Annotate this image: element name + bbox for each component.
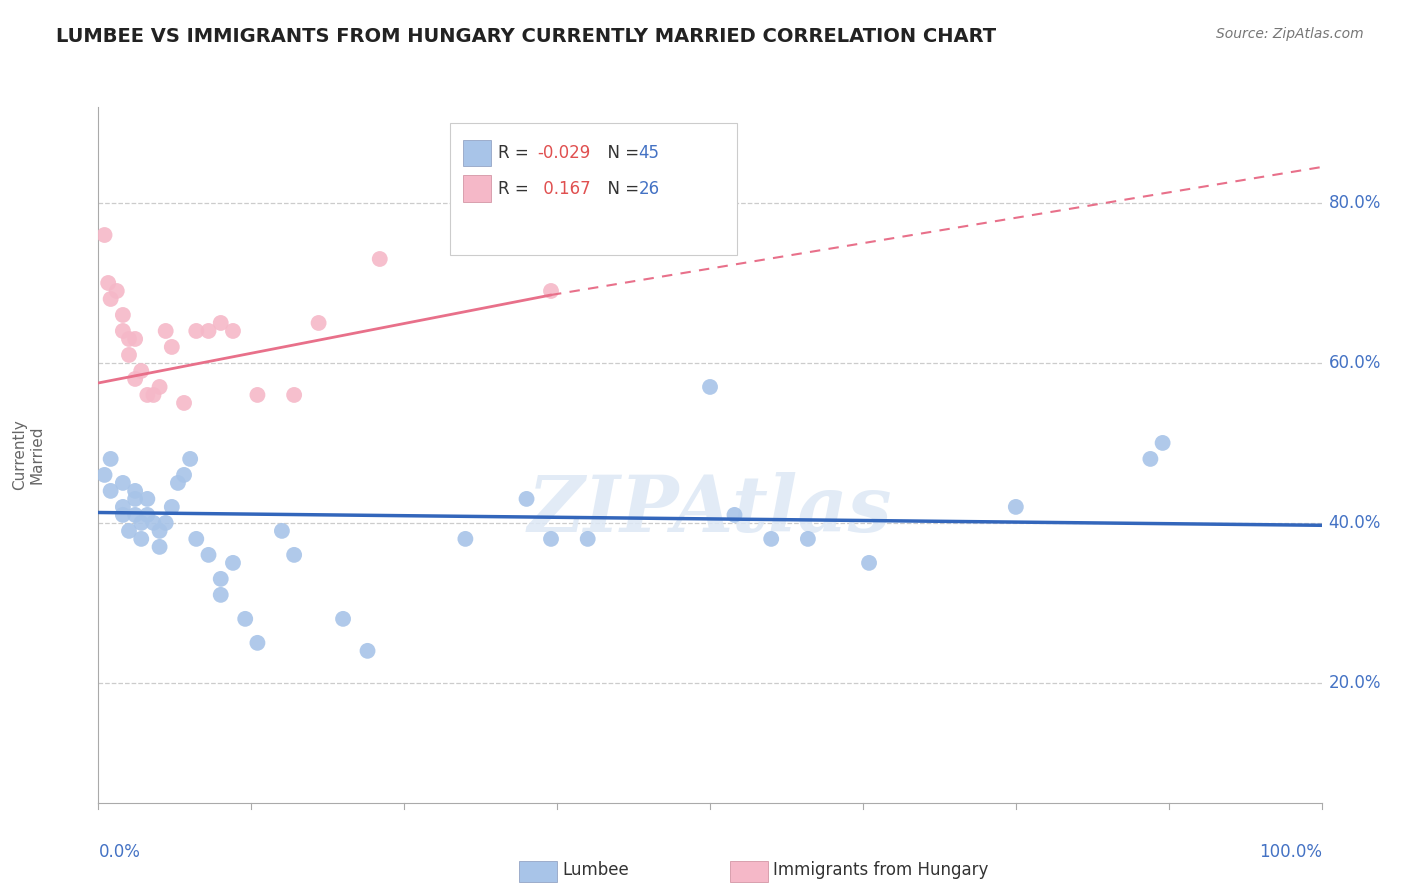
Point <box>136 388 159 402</box>
Point <box>149 380 172 394</box>
Point <box>118 348 141 362</box>
Point <box>283 388 305 402</box>
Point <box>332 612 354 626</box>
Point <box>124 508 146 522</box>
Point <box>129 516 152 530</box>
Point <box>246 636 269 650</box>
Point <box>858 556 880 570</box>
Point <box>233 612 256 626</box>
Point <box>1004 500 1026 514</box>
Point <box>100 451 122 466</box>
Text: 60.0%: 60.0% <box>1329 354 1381 372</box>
Point <box>356 644 378 658</box>
Point <box>173 467 195 482</box>
Point <box>540 532 562 546</box>
Point <box>797 532 820 546</box>
Text: Source: ZipAtlas.com: Source: ZipAtlas.com <box>1216 27 1364 41</box>
Point <box>222 324 245 338</box>
Point <box>515 491 537 506</box>
Point <box>124 491 146 506</box>
Point <box>155 324 177 338</box>
Point <box>454 532 477 546</box>
Point <box>723 508 745 522</box>
Text: -0.029: -0.029 <box>537 144 591 162</box>
Point <box>167 475 190 490</box>
Point <box>136 491 159 506</box>
Point <box>308 316 330 330</box>
Point <box>100 483 122 498</box>
Point <box>283 548 305 562</box>
Point <box>118 332 141 346</box>
Point <box>118 524 141 538</box>
Point <box>142 388 165 402</box>
Point <box>160 340 183 354</box>
Text: 0.0%: 0.0% <box>98 843 141 861</box>
Point <box>368 252 391 266</box>
Point <box>111 508 134 522</box>
Point <box>129 364 152 378</box>
Text: 45: 45 <box>638 144 659 162</box>
Point <box>186 532 208 546</box>
Text: 20.0%: 20.0% <box>1329 673 1381 692</box>
Point <box>111 475 134 490</box>
Point <box>124 372 146 386</box>
Point <box>97 276 120 290</box>
Point <box>699 380 721 394</box>
Point <box>100 292 122 306</box>
Point <box>149 540 172 554</box>
Point <box>124 332 146 346</box>
Text: LUMBEE VS IMMIGRANTS FROM HUNGARY CURRENTLY MARRIED CORRELATION CHART: LUMBEE VS IMMIGRANTS FROM HUNGARY CURREN… <box>56 27 997 45</box>
Text: ZIPAtlas: ZIPAtlas <box>527 473 893 549</box>
Point <box>761 532 783 546</box>
Point <box>209 588 232 602</box>
Text: N =: N = <box>596 144 644 162</box>
Point <box>155 516 177 530</box>
Point <box>173 396 195 410</box>
Point <box>111 308 134 322</box>
Point <box>209 572 232 586</box>
Text: 40.0%: 40.0% <box>1329 514 1381 532</box>
Point <box>149 524 172 538</box>
Point <box>129 532 152 546</box>
Point <box>105 284 128 298</box>
Point <box>136 508 159 522</box>
Point <box>540 284 562 298</box>
Text: 100.0%: 100.0% <box>1258 843 1322 861</box>
Text: R =: R = <box>498 179 534 198</box>
Point <box>209 316 232 330</box>
Point <box>197 324 219 338</box>
Text: Currently
Married: Currently Married <box>11 419 45 491</box>
Text: 80.0%: 80.0% <box>1329 194 1381 212</box>
Point <box>93 227 115 242</box>
Point <box>1152 436 1174 450</box>
Point <box>246 388 269 402</box>
Point <box>160 500 183 514</box>
Point <box>142 516 165 530</box>
Text: 26: 26 <box>638 179 659 198</box>
Point <box>222 556 245 570</box>
Point <box>179 451 201 466</box>
Point <box>93 467 115 482</box>
Point <box>111 324 134 338</box>
Text: Immigrants from Hungary: Immigrants from Hungary <box>773 861 988 879</box>
Point <box>576 532 599 546</box>
Text: R =: R = <box>498 144 534 162</box>
Point <box>111 500 134 514</box>
Point <box>197 548 219 562</box>
Text: 0.167: 0.167 <box>537 179 591 198</box>
Point <box>186 324 208 338</box>
Text: N =: N = <box>596 179 644 198</box>
Text: Lumbee: Lumbee <box>562 861 628 879</box>
Point <box>1139 451 1161 466</box>
Point <box>124 483 146 498</box>
Point <box>270 524 294 538</box>
